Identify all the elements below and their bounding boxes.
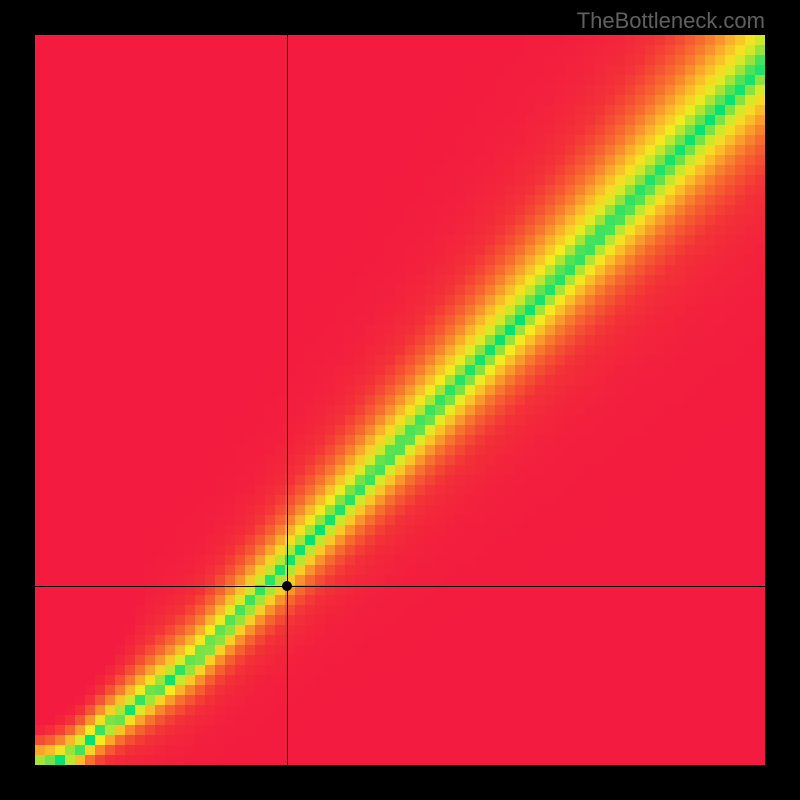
crosshair-horizontal <box>35 586 765 587</box>
watermark-text: TheBottleneck.com <box>577 8 765 34</box>
crosshair-marker-dot <box>282 581 292 591</box>
heatmap-plot <box>35 35 765 765</box>
crosshair-vertical <box>287 35 288 765</box>
heatmap-canvas <box>35 35 765 765</box>
